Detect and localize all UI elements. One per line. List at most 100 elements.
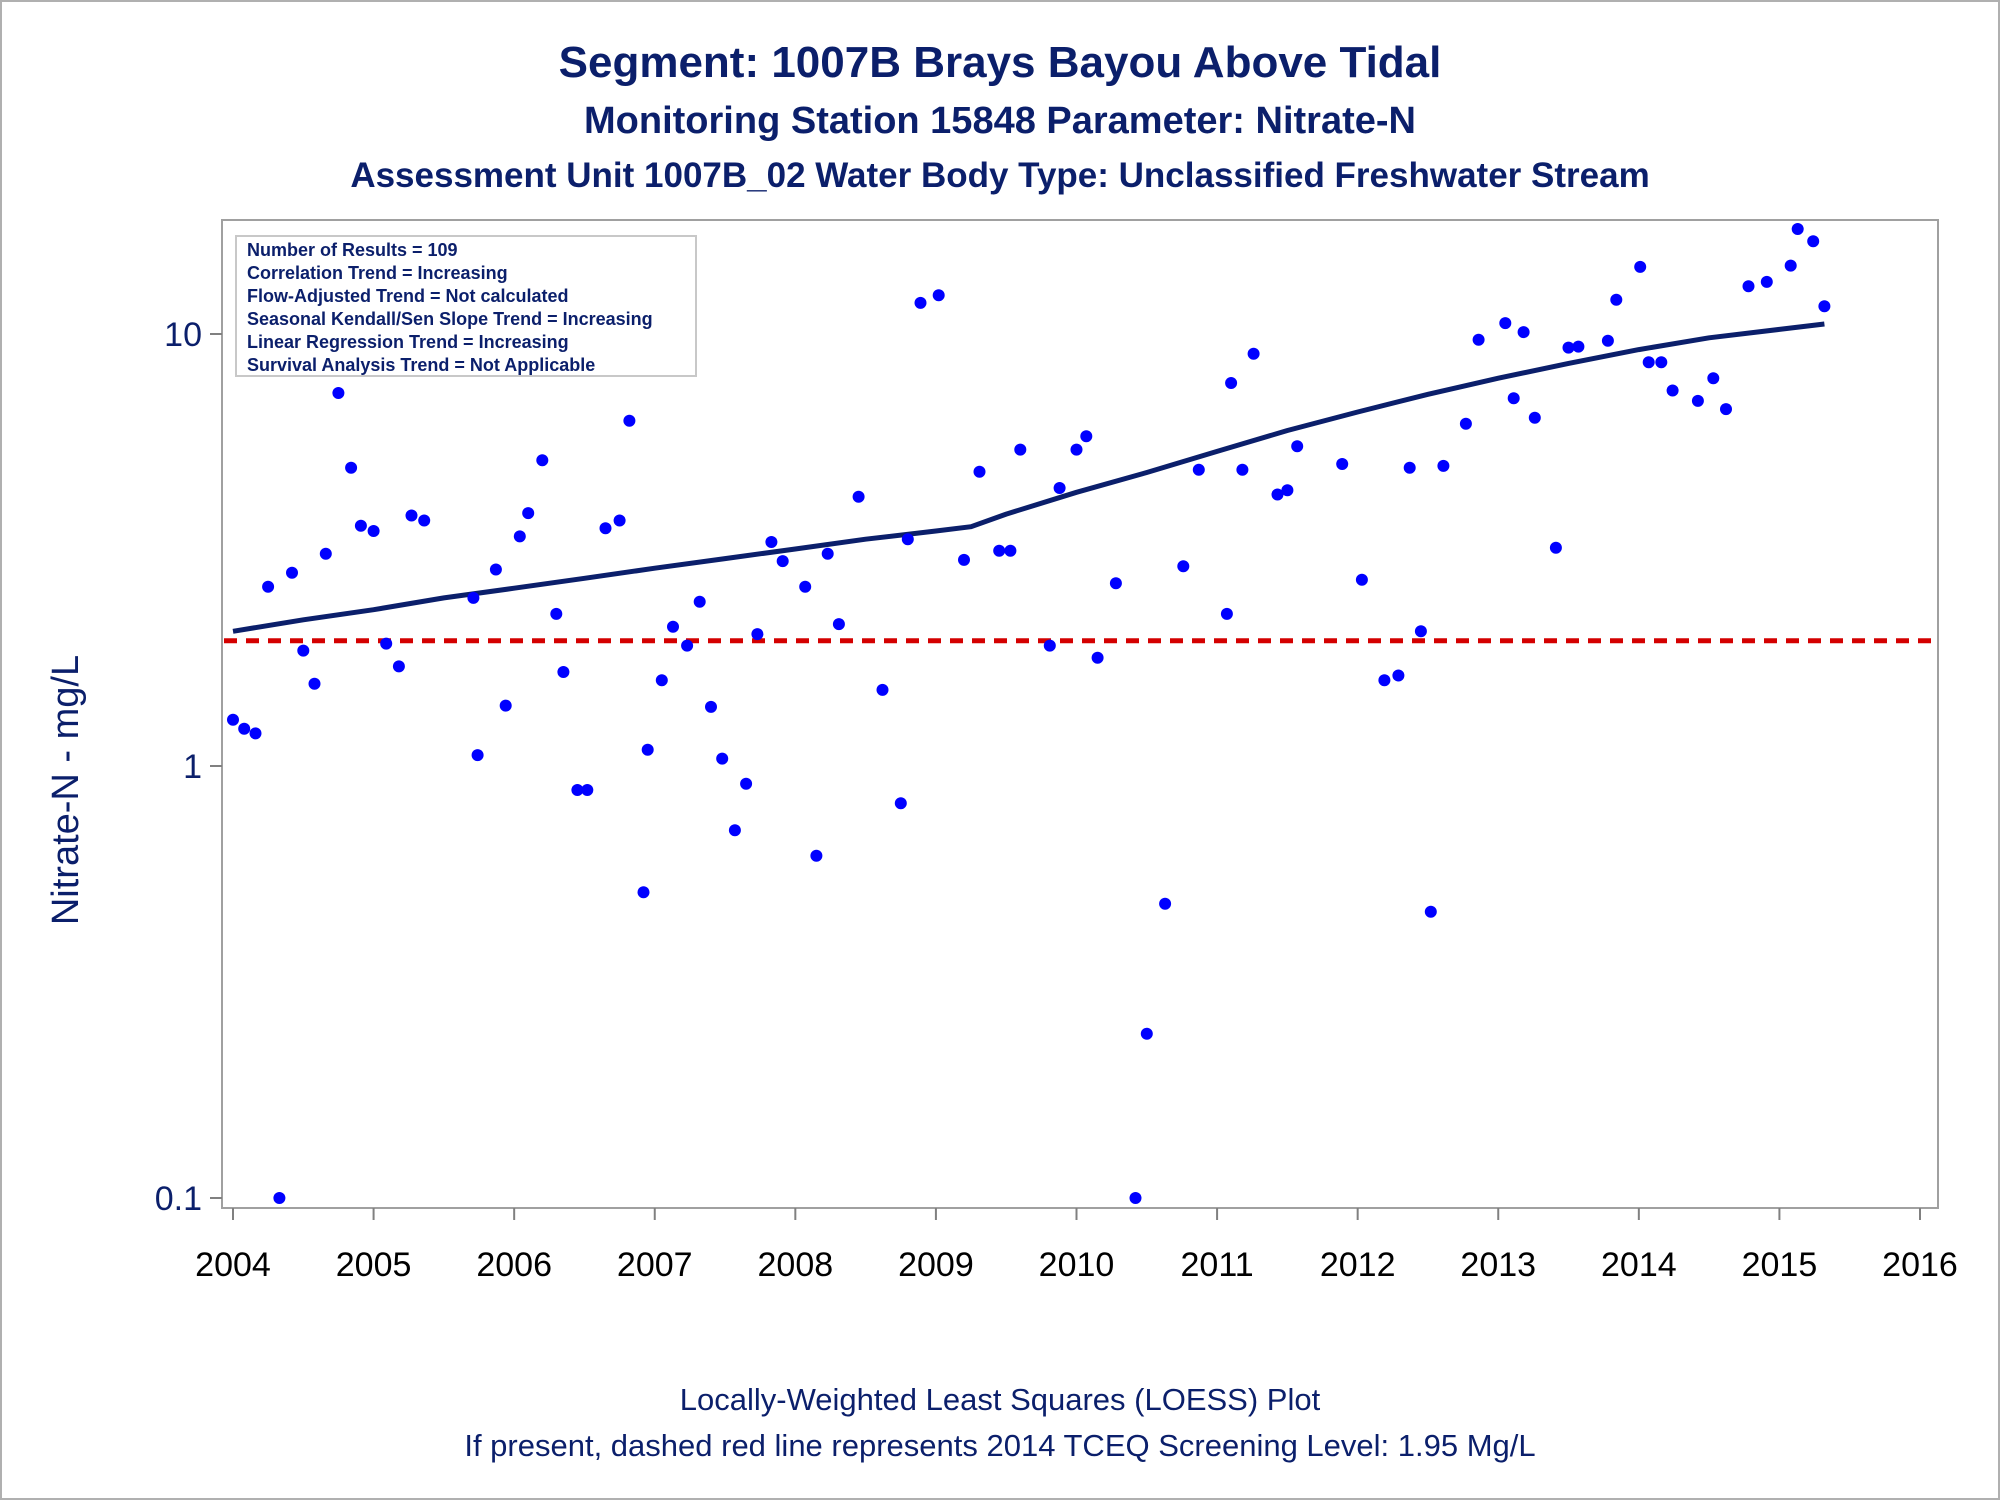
data-point xyxy=(1549,541,1562,554)
data-point xyxy=(571,784,584,796)
data-point xyxy=(716,752,729,765)
data-point xyxy=(1818,300,1831,313)
data-point xyxy=(1634,260,1647,273)
data-point xyxy=(932,289,945,302)
data-point xyxy=(1070,443,1083,456)
data-point xyxy=(345,461,358,474)
data-point xyxy=(693,595,706,608)
loess-curve xyxy=(232,321,1825,634)
data-point xyxy=(1666,384,1679,397)
data-point xyxy=(286,566,298,579)
data-point xyxy=(1760,275,1773,288)
data-point xyxy=(1336,458,1349,470)
data-point xyxy=(1414,625,1427,638)
x-tick-label: 2004 xyxy=(195,1246,271,1284)
annotation-seasonal-kendall-trend: Seasonal Kendall/Sen Slope Trend = Incre… xyxy=(247,309,653,329)
data-point xyxy=(392,660,405,673)
data-point xyxy=(522,507,535,520)
x-tick-label: 2016 xyxy=(1882,1246,1958,1284)
data-point xyxy=(1572,340,1585,353)
data-point xyxy=(776,555,789,568)
data-point xyxy=(740,777,753,790)
data-point xyxy=(751,628,764,641)
data-point xyxy=(308,677,321,690)
data-point xyxy=(914,296,927,309)
data-point xyxy=(380,637,393,650)
data-point xyxy=(249,727,262,740)
footnote-loess: Locally-Weighted Least Squares (LOESS) P… xyxy=(679,1382,1321,1417)
y-tick-label: 1 xyxy=(183,748,202,786)
data-point xyxy=(557,666,570,678)
data-point xyxy=(1225,377,1238,389)
x-tick-label: 2013 xyxy=(1460,1246,1536,1284)
trend-annotation-box: Number of Results = 109 Correlation Tren… xyxy=(235,235,697,377)
data-point xyxy=(1043,639,1056,652)
data-point xyxy=(513,530,526,543)
data-point xyxy=(1004,544,1017,557)
data-point xyxy=(1053,482,1066,494)
chart-title: Segment: 1007B Brays Bayou Above Tidal xyxy=(558,38,1442,87)
data-point xyxy=(1291,440,1304,453)
data-point xyxy=(1517,326,1530,339)
data-point xyxy=(832,618,845,631)
x-tick-label: 2011 xyxy=(1181,1246,1254,1284)
data-point xyxy=(1159,897,1172,910)
data-point xyxy=(227,713,239,726)
data-point xyxy=(1499,317,1512,330)
data-point xyxy=(1791,223,1804,235)
data-point xyxy=(1610,293,1623,306)
data-point xyxy=(1507,392,1520,405)
x-tick-label: 2015 xyxy=(1742,1246,1818,1284)
data-point xyxy=(1784,259,1797,272)
data-point xyxy=(1281,484,1294,497)
x-tick-label: 2008 xyxy=(758,1246,834,1284)
data-point xyxy=(1247,347,1260,360)
data-point xyxy=(1424,905,1437,918)
data-point xyxy=(894,797,907,810)
data-point xyxy=(705,700,717,713)
data-point xyxy=(901,533,914,546)
data-point xyxy=(1691,394,1704,407)
annotation-flow-adjusted-trend: Flow-Adjusted Trend = Not calculated xyxy=(247,286,569,306)
data-point xyxy=(1014,443,1027,456)
x-tick-label: 2010 xyxy=(1039,1246,1115,1284)
loess-group xyxy=(232,321,1825,634)
data-point xyxy=(810,849,823,862)
data-point xyxy=(623,414,636,427)
x-tick-label: 2014 xyxy=(1601,1246,1677,1284)
data-point xyxy=(667,620,679,633)
annotation-survival-analysis-trend: Survival Analysis Trend = Not Applicable xyxy=(247,355,595,375)
data-point xyxy=(641,743,654,756)
annotation-box-border xyxy=(235,235,697,377)
data-point xyxy=(599,522,612,535)
chart-subtitle-assessment: Assessment Unit 1007B_02 Water Body Type… xyxy=(350,156,1650,195)
data-point xyxy=(536,454,549,467)
data-point xyxy=(1472,333,1485,346)
data-point xyxy=(655,674,668,687)
data-point xyxy=(993,544,1006,557)
data-point xyxy=(1109,577,1122,590)
data-point xyxy=(1562,341,1575,354)
data-point xyxy=(489,563,502,576)
data-point xyxy=(332,387,345,399)
data-point xyxy=(765,536,778,548)
data-point xyxy=(852,490,865,503)
data-point xyxy=(821,547,834,560)
data-point xyxy=(499,699,512,712)
data-point xyxy=(1528,411,1541,424)
data-point xyxy=(799,580,812,593)
data-point xyxy=(1080,430,1093,443)
data-point xyxy=(1129,1192,1142,1204)
x-tick-label: 2009 xyxy=(898,1246,974,1284)
data-point xyxy=(1177,560,1190,573)
data-point xyxy=(273,1192,286,1204)
annotation-correlation-trend: Correlation Trend = Increasing xyxy=(247,263,508,283)
data-point xyxy=(1140,1027,1153,1040)
plot-area xyxy=(221,219,1939,1209)
annotation-linear-regression-trend: Linear Regression Trend = Increasing xyxy=(247,332,569,352)
data-point xyxy=(367,525,380,537)
y-axis-label: Nitrate-N - mg/L xyxy=(45,655,87,925)
data-points xyxy=(227,223,1831,1204)
data-point xyxy=(550,607,563,620)
data-point xyxy=(1192,463,1205,476)
